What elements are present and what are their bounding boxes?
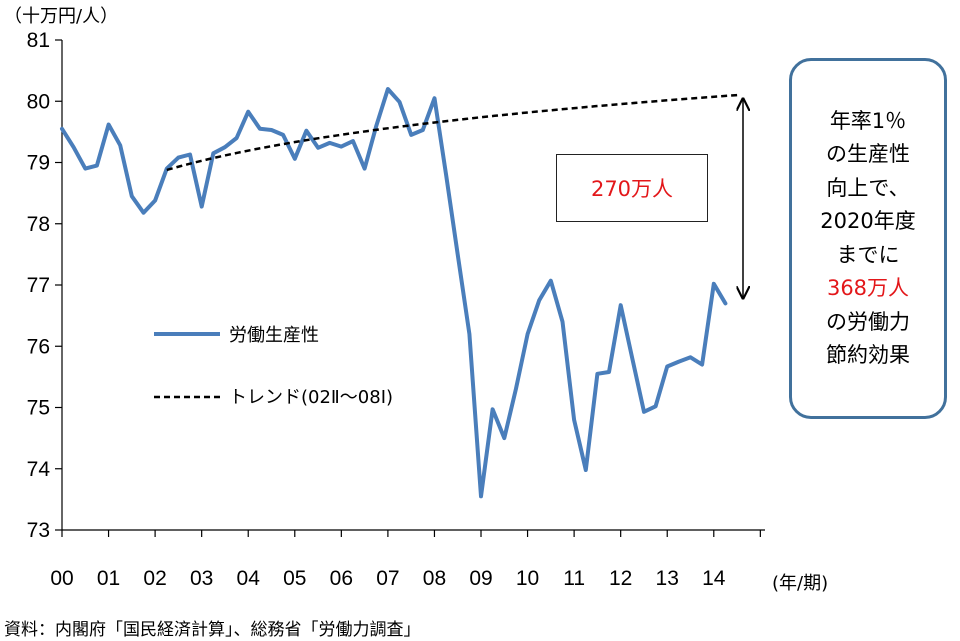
- x-tick-label: 14: [702, 567, 726, 590]
- callout-line: 2020年度: [820, 209, 916, 233]
- y-tick-label: 79: [27, 152, 50, 175]
- callout-line: 向上で、: [826, 175, 910, 200]
- x-tick-label: 04: [237, 567, 261, 590]
- source-note: 資料：内閣府「国民経済計算」、総務省「労働力調査」: [4, 620, 421, 640]
- y-tick-label: 75: [27, 397, 50, 420]
- gap-annotation: 270万人: [556, 154, 708, 222]
- x-tick-label: 02: [143, 567, 166, 590]
- x-tick-label: 11: [563, 567, 585, 590]
- x-tick-label: 09: [469, 567, 492, 590]
- series-line-productivity: [60, 87, 728, 499]
- x-tick-label: 05: [283, 567, 306, 590]
- x-tick-label: 10: [516, 567, 539, 590]
- legend-label-productivity: 労働生産性: [229, 325, 319, 346]
- legend: 労働生産性 トレンド(02Ⅱ～08Ⅰ): [154, 325, 393, 408]
- callout-line: 節約効果: [826, 343, 910, 367]
- y-tick-label: 77: [27, 274, 50, 297]
- y-tick-label: 76: [27, 335, 50, 358]
- y-tick-label: 73: [27, 519, 50, 542]
- y-tick-label: 74: [27, 458, 51, 481]
- callout-line: までに: [836, 242, 900, 267]
- x-tick-label: 01: [97, 567, 120, 590]
- callout-line: の労働力: [826, 309, 910, 334]
- y-unit-label: （十万円/人）: [4, 6, 118, 27]
- x-tick-label: 03: [190, 567, 213, 590]
- x-tick-label: 13: [656, 567, 679, 590]
- series-line-trend: [166, 93, 738, 172]
- callout-highlight: 368万人: [826, 276, 910, 300]
- x-tick-label: 08: [423, 567, 446, 590]
- series-layer: [60, 87, 738, 499]
- x-tick-label: 06: [330, 567, 353, 590]
- y-tick-label: 80: [27, 90, 50, 113]
- x-axis: 00 01 02 03 04 05 06 07 08 09 10 11 12 13 14: [50, 529, 765, 590]
- x-tick-label: 00: [50, 567, 73, 590]
- y-tick-label: 78: [27, 213, 50, 236]
- x-axis-label: (年/期): [772, 573, 828, 594]
- callout-line: 年率1％: [829, 108, 907, 133]
- callout-box: 年率1％ の生産性 向上で、 2020年度 までに 368万人 の労働力 節約効…: [789, 58, 947, 419]
- gap-annotation-text: 270万人: [590, 177, 674, 201]
- x-tick-label: 07: [376, 567, 399, 590]
- y-axis: 73 74 75 76 77 78 79 80 81: [27, 29, 63, 542]
- x-tick-label: 12: [609, 567, 632, 590]
- callout-line: の生産性: [826, 142, 910, 166]
- y-tick-label: 81: [27, 29, 50, 52]
- legend-label-trend: トレンド(02Ⅱ～08Ⅰ): [229, 387, 393, 408]
